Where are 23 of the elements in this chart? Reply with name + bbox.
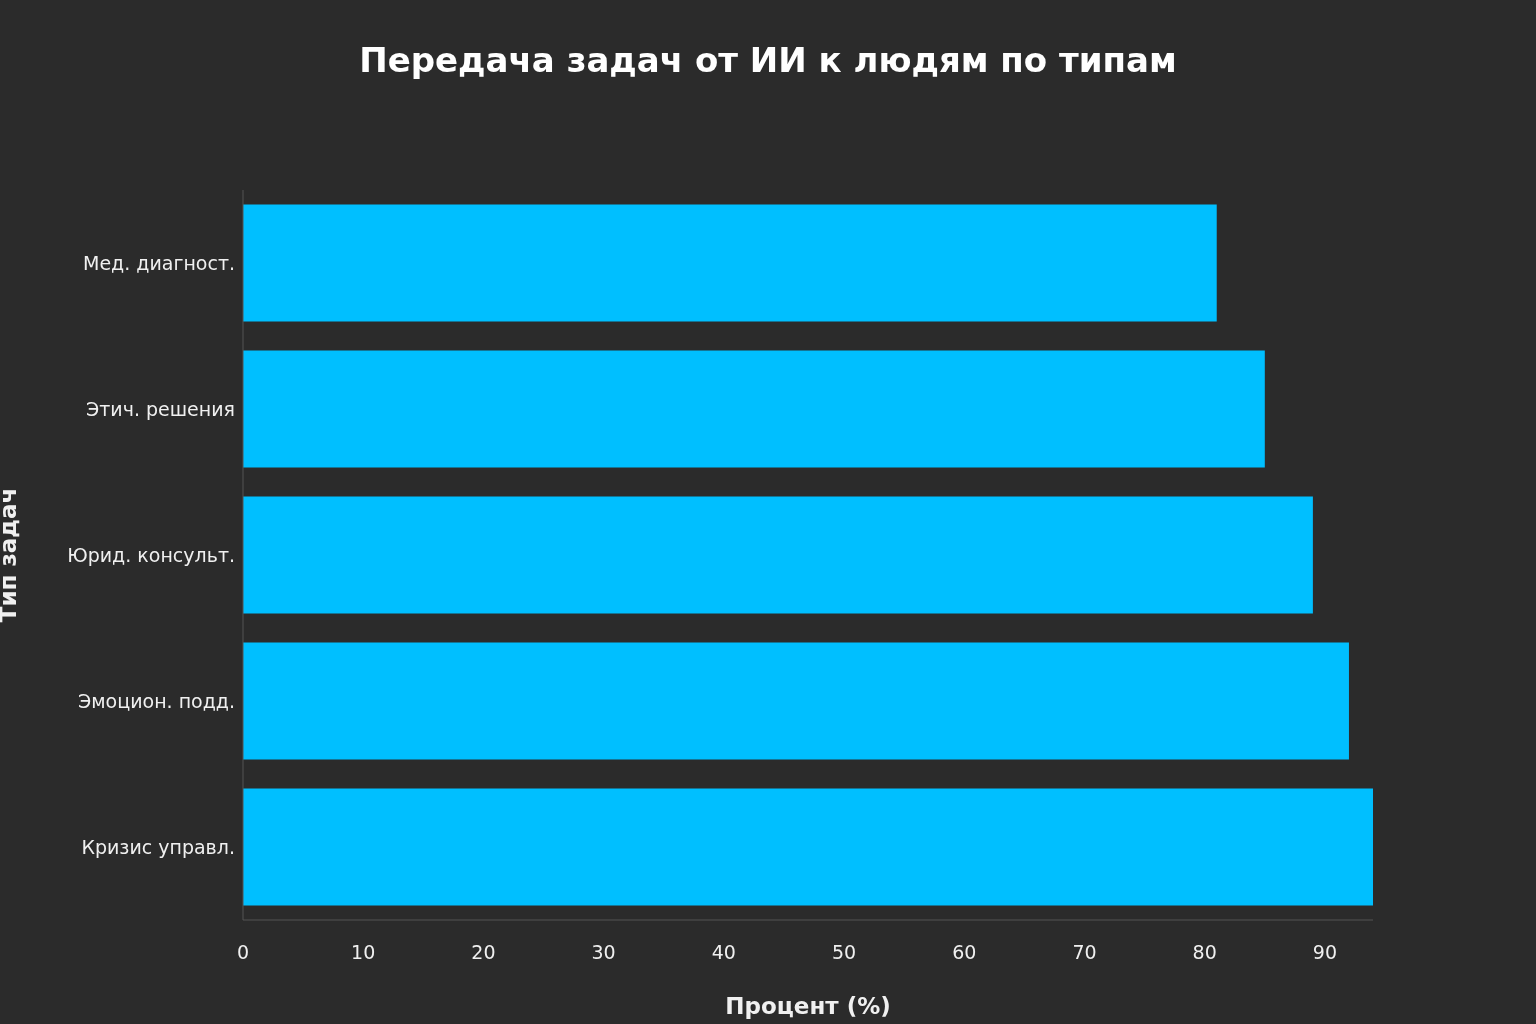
- y-tick-label: Мед. диагност.: [82, 251, 235, 274]
- x-tick-label: 30: [591, 941, 616, 964]
- bar: [243, 788, 1373, 906]
- y-tick-label: Юрид. консульт.: [67, 543, 235, 566]
- bar: [243, 642, 1349, 760]
- x-axis-title: Процент (%): [725, 993, 891, 1019]
- x-tick-label: 80: [1192, 941, 1217, 964]
- y-tick-label: Эмоцион. подд.: [78, 689, 235, 712]
- x-tick-label: 10: [351, 941, 376, 964]
- x-tick-label: 60: [952, 941, 977, 964]
- bar: [243, 496, 1313, 614]
- bar: [243, 204, 1217, 322]
- x-tick-label: 70: [1072, 941, 1097, 964]
- chart-title: Передача задач от ИИ к людям по типам: [358, 40, 1178, 80]
- x-tick-label: 90: [1312, 941, 1338, 964]
- y-tick-label: Кризис управл.: [81, 835, 235, 858]
- x-tick-label: 50: [831, 941, 857, 964]
- x-tick-label: 20: [471, 941, 496, 964]
- bar: [243, 350, 1265, 468]
- x-tick-label: 40: [711, 941, 736, 964]
- y-axis-title: Тип задач: [0, 487, 22, 623]
- x-tick-label: 0: [236, 941, 250, 964]
- y-tick-label: Этич. решения: [85, 397, 235, 420]
